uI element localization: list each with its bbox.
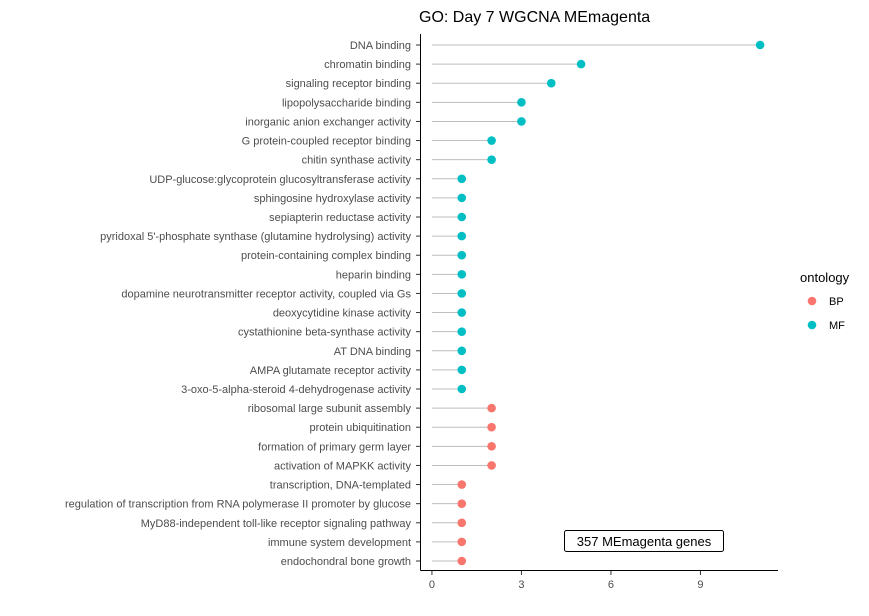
y-tick-label: G protein-coupled receptor binding	[242, 136, 411, 148]
y-tick-label: transcription, DNA-templated	[270, 480, 411, 492]
legend: ontology BP MF	[800, 270, 850, 332]
points	[457, 40, 765, 566]
y-tick-label: DNA binding	[350, 40, 411, 52]
data-point	[487, 422, 496, 432]
data-point	[457, 231, 467, 241]
data-point	[487, 155, 496, 164]
data-point	[457, 537, 467, 547]
y-tick-label: sphingosine hydroxylase activity	[254, 193, 412, 205]
y-tick-label: ribosomal large subunit assembly	[248, 403, 412, 415]
data-point	[487, 442, 496, 451]
data-point	[457, 270, 467, 279]
annotation-frame	[564, 530, 724, 552]
y-axis-ticks	[416, 44, 420, 562]
data-point	[457, 346, 467, 356]
data-point	[457, 480, 467, 489]
annotation-box: 357 MEmagenta genes	[564, 530, 724, 552]
data-point	[487, 461, 496, 470]
data-point	[517, 117, 526, 126]
legend-label: MF	[829, 320, 845, 332]
y-tick-label: MyD88-independent toll-like receptor sig…	[141, 518, 412, 530]
data-point	[457, 193, 467, 203]
data-point	[457, 250, 467, 260]
x-axis-ticks: 0 3 6 9	[429, 571, 703, 591]
y-tick-label: protein ubiquitination	[309, 422, 411, 434]
data-point	[457, 289, 467, 298]
y-tick-label: sepiapterin reductase activity	[269, 212, 411, 224]
x-tick-label: 0	[429, 579, 435, 591]
data-point	[457, 384, 467, 394]
y-tick-label: inorganic anion exchanger activity	[245, 116, 411, 128]
y-tick-label: activation of MAPKK activity	[274, 460, 411, 472]
y-axis-labels: DNA binding chromatin binding signaling re…	[65, 40, 412, 568]
data-point	[487, 403, 496, 413]
data-point	[457, 212, 467, 222]
y-tick-label: AT DNA binding	[334, 346, 411, 358]
y-tick-label: lipopolysaccharide binding	[282, 97, 411, 109]
data-point	[457, 556, 467, 566]
data-point	[457, 327, 467, 336]
legend-label: BP	[829, 296, 844, 308]
y-tick-label: heparin binding	[336, 269, 411, 281]
y-tick-label: deoxycytidine kinase activity	[273, 308, 412, 320]
legend-items: BP MF	[807, 296, 845, 332]
data-point	[457, 308, 467, 317]
x-tick-label: 3	[518, 579, 524, 591]
y-tick-label: formation of primary germ layer	[258, 441, 411, 453]
legend-title: ontology	[800, 270, 850, 285]
data-point	[546, 78, 556, 88]
y-tick-label: chromatin binding	[324, 59, 411, 71]
y-tick-label: cystathionine beta-synthase activity	[238, 327, 412, 339]
data-point	[457, 365, 467, 375]
y-tick-label: chitin synthase activity	[302, 155, 412, 167]
data-point	[517, 98, 526, 107]
y-tick-label: immune system development	[268, 537, 411, 549]
data-point	[457, 499, 467, 508]
y-tick-label: dopamine neurotransmitter receptor activ…	[121, 288, 411, 300]
y-tick-label: protein-containing complex binding	[241, 250, 411, 262]
y-tick-label: 3-oxo-5-alpha-steroid 4-dehydrogenase ac…	[181, 384, 411, 396]
chart-title: GO: Day 7 WGCNA MEmagenta	[419, 9, 650, 26]
y-tick-label: AMPA glutamate receptor activity	[250, 365, 412, 377]
y-tick-label: pyridoxal 5'-phosphate synthase (glutami…	[100, 231, 411, 243]
y-tick-label: UDP-glucose:glycoprotein glucosyltransfe…	[149, 174, 411, 186]
data-point	[457, 518, 467, 528]
x-tick-label: 6	[608, 579, 614, 591]
stems	[431, 44, 761, 562]
legend-key	[807, 320, 817, 330]
data-point	[457, 174, 467, 184]
y-tick-label: endochondral bone growth	[281, 556, 411, 568]
data-point	[755, 40, 765, 50]
x-tick-label: 9	[697, 579, 703, 591]
data-point	[487, 136, 496, 145]
y-tick-label: signaling receptor binding	[286, 78, 411, 90]
data-point	[576, 59, 586, 69]
annotation-label: 357 MEmagenta genes	[577, 534, 712, 549]
y-tick-label: regulation of transcription from RNA pol…	[65, 499, 411, 511]
legend-key	[807, 296, 817, 306]
